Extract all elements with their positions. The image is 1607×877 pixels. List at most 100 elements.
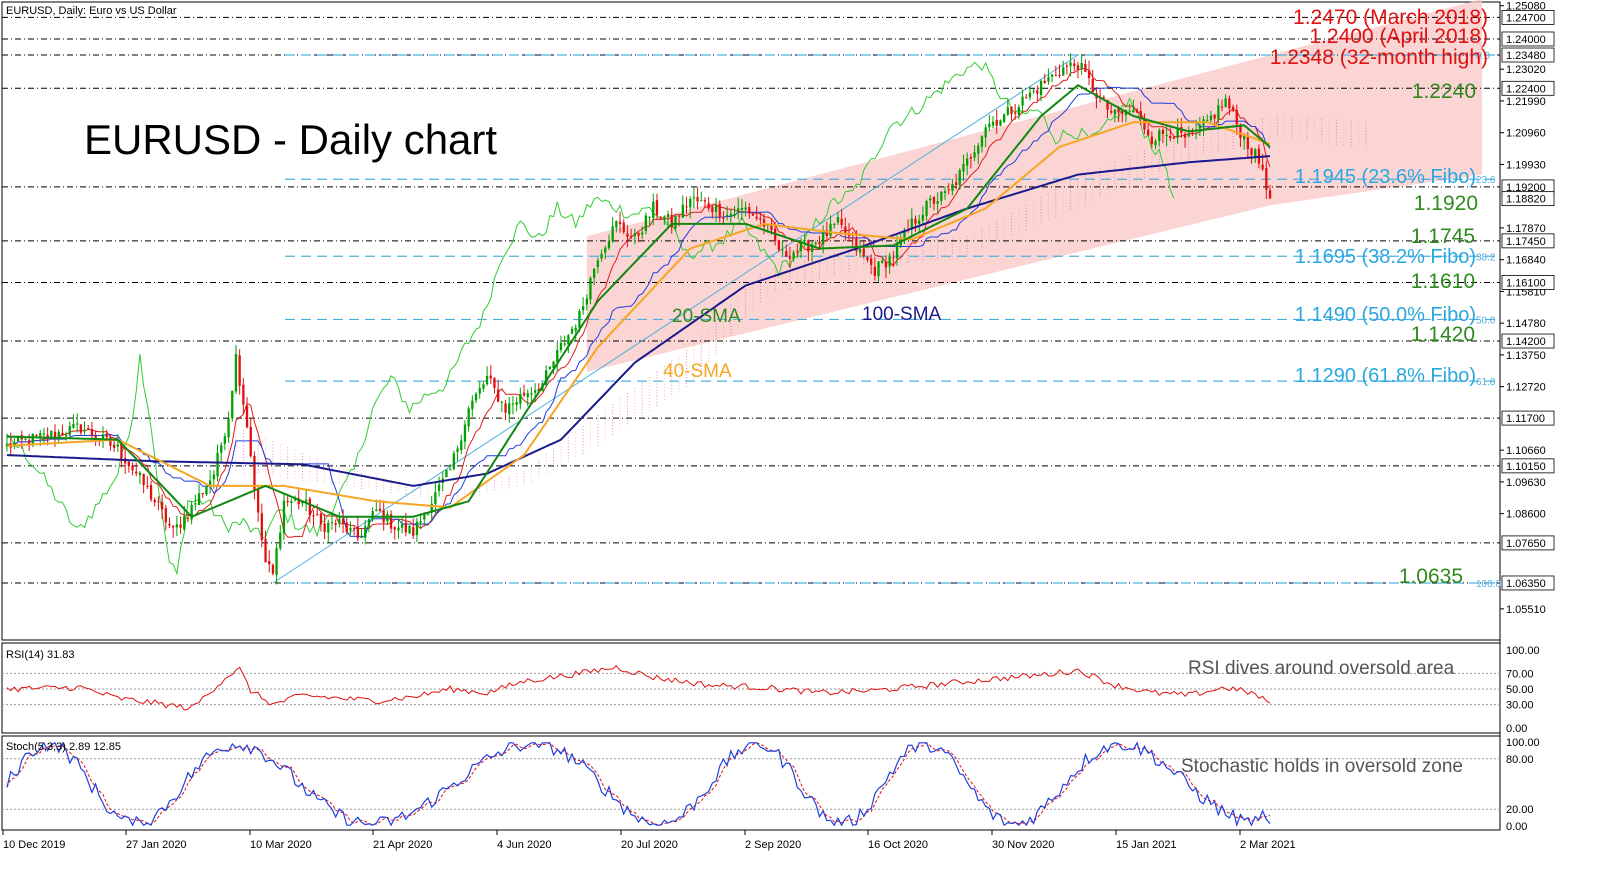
price-level-box — [1501, 31, 1555, 47]
candle-body — [308, 498, 311, 516]
candle-body — [1169, 136, 1172, 139]
candle-body — [341, 518, 345, 524]
candle-body — [1206, 120, 1209, 122]
candle-body — [1054, 75, 1057, 77]
candle-body — [737, 208, 740, 213]
candle-body — [884, 261, 888, 268]
rsi-indicator-label: RSI(14) 31.83 — [6, 649, 74, 661]
candle-body — [437, 484, 441, 491]
candle-body — [53, 431, 57, 439]
level-annotation: 1.1920 — [1414, 192, 1478, 215]
candle-body — [655, 200, 659, 216]
candle-body — [1051, 74, 1054, 77]
candle-body — [918, 220, 921, 224]
candle-body — [633, 233, 636, 236]
price-level-label: 1.16100 — [1506, 277, 1546, 289]
candle-body — [707, 203, 710, 209]
candle-body — [375, 509, 378, 511]
sma40-path — [6, 121, 1271, 509]
candle-body — [68, 426, 71, 436]
price-level-label: 1.22400 — [1506, 83, 1546, 95]
price-level-box — [1501, 10, 1555, 25]
candle-body — [319, 513, 323, 525]
candle-body — [46, 434, 49, 438]
candle-body — [755, 216, 758, 219]
price-tick-label: 1.13750 — [1506, 350, 1546, 362]
candle-body — [323, 523, 326, 533]
candle-body — [364, 526, 367, 538]
candle-body — [1187, 134, 1190, 137]
candle-body — [157, 501, 160, 503]
candle-body — [404, 522, 407, 533]
candle-body — [696, 197, 699, 202]
candle-body — [977, 145, 980, 154]
candle-body — [685, 206, 688, 208]
candle-body — [42, 433, 46, 435]
candle-body — [740, 208, 744, 210]
price-level-box — [1501, 191, 1555, 207]
candle-body — [545, 370, 548, 386]
candle-body — [958, 170, 961, 186]
candle-body — [146, 485, 149, 487]
candle-body — [881, 260, 884, 263]
time-tick-label: 20 Jul 2020 — [621, 839, 678, 851]
price-level-label: 1.24000 — [1506, 34, 1546, 46]
candle-body — [1150, 136, 1153, 144]
candle-body — [1106, 100, 1109, 110]
price-tick-label: 1.21990 — [1506, 96, 1546, 108]
candle-body — [216, 452, 219, 477]
moving-averages — [6, 83, 1271, 518]
level-annotation: 1.1490 (50.0% Fibo) — [1295, 304, 1476, 326]
candle-body — [522, 392, 526, 396]
chikou-path — [6, 61, 1175, 576]
candle-body — [689, 198, 692, 208]
candle-body — [818, 241, 821, 244]
candle-body — [401, 524, 404, 528]
kijun-path — [6, 86, 1271, 537]
candle-body — [714, 205, 718, 212]
candle-body — [744, 207, 747, 210]
candle-body — [1220, 106, 1224, 108]
time-tick-label: 21 Apr 2020 — [373, 839, 432, 851]
rsi-tick-label: 70.00 — [1506, 668, 1534, 680]
candle-body — [1209, 115, 1213, 121]
candle-body — [57, 431, 60, 438]
price-level-box — [1501, 575, 1555, 591]
stoch-indicator-label: Stoch(5,3,3) 2.89 12.85 — [6, 741, 121, 753]
candle-body — [991, 121, 995, 126]
candle-body — [94, 435, 97, 439]
price-axis: 1.25080 1.23020 1.21990 1.20960 1.19930 1.178… — [1500, 1, 1555, 616]
candle-body — [72, 424, 75, 428]
candle-body — [1073, 63, 1076, 66]
time-tick-label: 2 Mar 2021 — [1240, 839, 1296, 851]
candle-body — [1132, 109, 1135, 113]
candle-body — [1128, 110, 1131, 112]
candle-body — [1154, 141, 1157, 146]
candle-body — [61, 432, 64, 436]
candle-body — [434, 492, 437, 504]
candle-body — [803, 240, 806, 242]
level-annotation: 1.1290 (61.8% Fibo) — [1295, 365, 1476, 387]
candle-body — [367, 519, 371, 527]
candle-body — [692, 197, 696, 199]
candle-body — [940, 191, 943, 201]
candle-body — [777, 240, 780, 250]
candle-body — [652, 201, 655, 219]
candle-body — [257, 489, 260, 513]
candle-body — [1191, 132, 1194, 134]
price-level-label: 1.23480 — [1506, 50, 1546, 62]
candle-body — [138, 472, 142, 476]
candle-body — [220, 445, 223, 453]
candle-body — [297, 498, 300, 505]
candle-body — [290, 501, 293, 503]
candle-body — [855, 237, 858, 252]
candle-body — [718, 203, 721, 218]
stoch-annotation: Stochastic holds in oversold zone — [1181, 756, 1463, 777]
candle-body — [1176, 128, 1179, 138]
price-level-label: 1.24700 — [1506, 12, 1546, 24]
price-tick-label: 1.19930 — [1506, 159, 1546, 171]
candle-body — [762, 219, 766, 227]
candle-body — [1021, 96, 1024, 106]
candle-body — [345, 522, 348, 532]
candle-body — [984, 127, 987, 138]
